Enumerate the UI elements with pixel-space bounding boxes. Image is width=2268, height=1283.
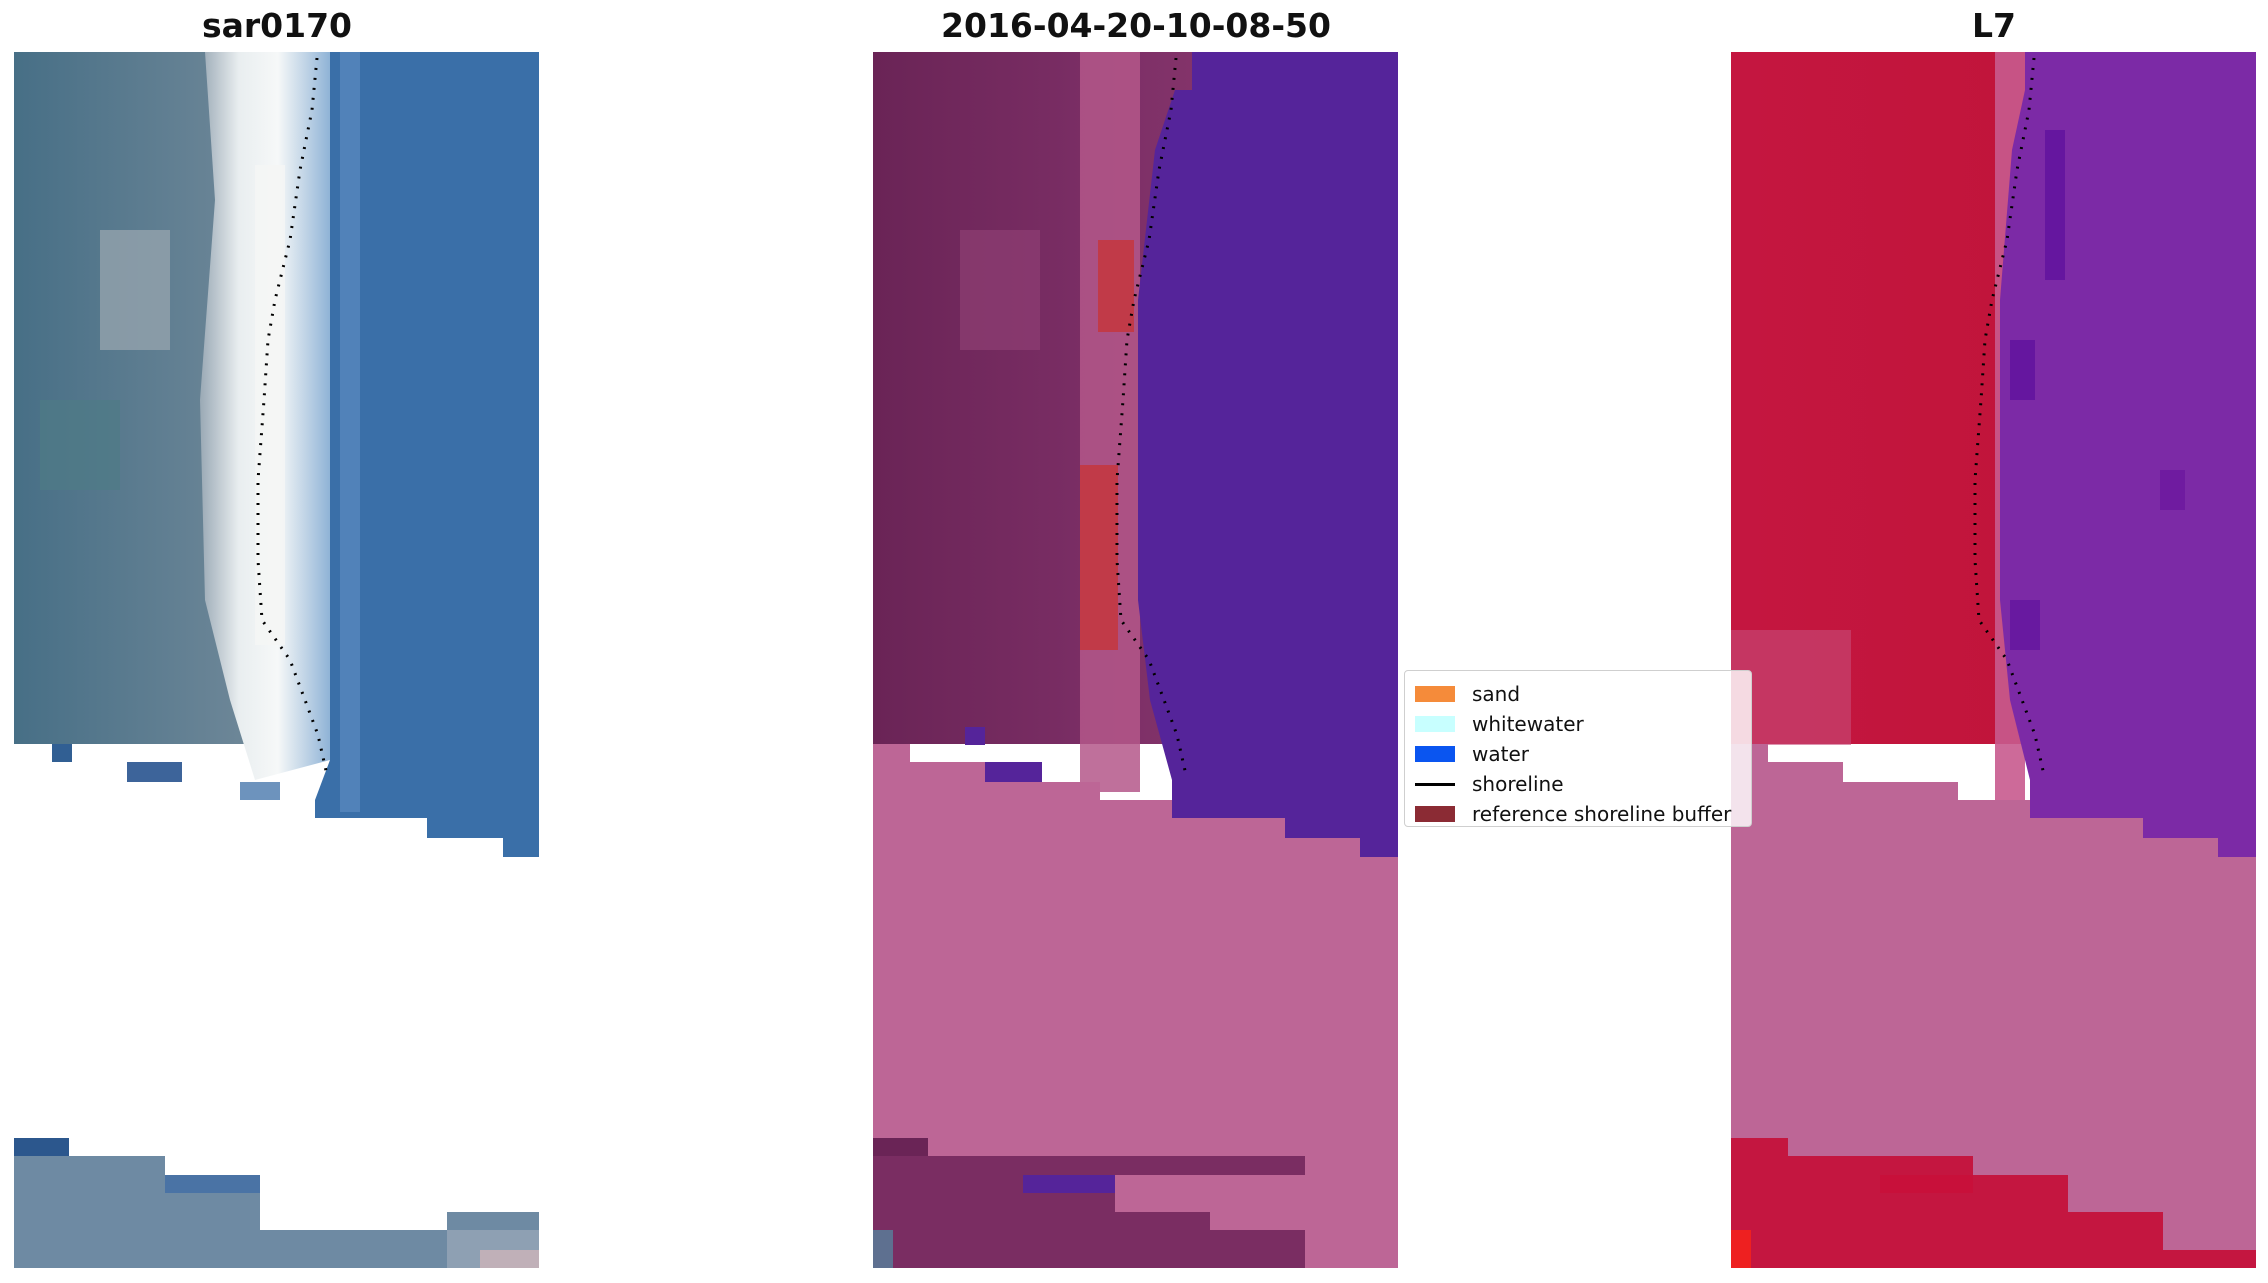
legend-item-shoreline: shoreline [1415,769,1751,799]
water-swatch [1415,746,1455,762]
false-colour-image [1731,52,2256,1268]
legend: sand whitewater water shoreline referenc… [1404,670,1752,827]
whitewater-swatch [1415,716,1455,732]
panel-title-rgb: sar0170 [201,6,353,45]
rgb-image [14,52,539,1268]
panel-title-date: 2016-04-20-10-08-50 [941,6,1331,45]
legend-label: reference shoreline buffer [1472,802,1732,826]
legend-label: shoreline [1472,772,1564,796]
legend-item-reference-buffer: reference shoreline buffer [1415,799,1751,829]
shoreline-panel-3 [1973,57,2046,776]
legend-label: whitewater [1472,712,1584,736]
legend-item-water: water [1415,739,1751,769]
legend-item-whitewater: whitewater [1415,709,1751,739]
legend-label: sand [1472,682,1521,706]
classified-image [873,52,1398,1268]
sand-swatch [1415,686,1455,702]
panel-title-satellite: L7 [1972,6,2016,45]
legend-item-sand: sand [1415,679,1751,709]
shoreline-panel-1 [256,57,329,776]
buffer-swatch [1415,806,1455,822]
shoreline-lines [256,57,2046,776]
shoreline-swatch [1415,782,1455,786]
legend-label: water [1472,742,1529,766]
shoreline-panel-2 [1115,57,1188,776]
